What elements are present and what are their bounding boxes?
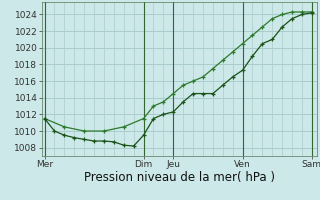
X-axis label: Pression niveau de la mer( hPa ): Pression niveau de la mer( hPa ) — [84, 171, 275, 184]
